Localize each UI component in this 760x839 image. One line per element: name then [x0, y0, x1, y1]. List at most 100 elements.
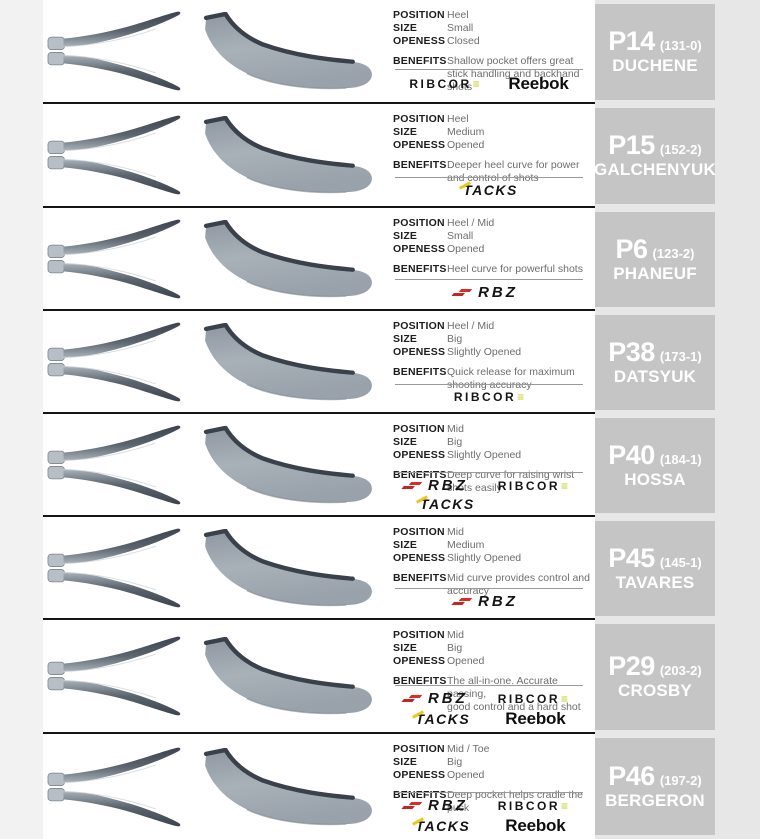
pattern-label-box: P45 (145-1) TAVARES [595, 521, 715, 616]
blade-top-view-image [47, 112, 183, 198]
pattern-code: (184-1) [659, 451, 702, 467]
blade-top-view-image [47, 319, 183, 405]
player-name: PHANEUF [613, 263, 697, 283]
rbz-logo-mark [458, 289, 473, 292]
spec-position: POSITION Mid [393, 423, 593, 436]
ribcor-logo: RIBCOR≡ [498, 692, 568, 706]
row-main: POSITION Mid SIZE Big OPENESS Opened BENEFI… [43, 620, 595, 734]
blade-face-view-image [198, 426, 376, 504]
pattern-code: (123-2) [652, 245, 695, 261]
blade-top-view-image [47, 744, 183, 830]
tacks-logo-text: TACKS [420, 496, 475, 512]
row-main: POSITION Heel / Mid SIZE Small OPENESS Open… [43, 208, 595, 311]
brand-logo-area: RBZ RIBCOR≡ TACKS Reebok [395, 685, 583, 729]
pattern-model: P29 [608, 651, 655, 681]
pattern-title: P46 (197-2) [608, 762, 701, 789]
player-name: DUCHENE [612, 56, 698, 75]
size-value: Big [447, 333, 463, 345]
pattern-model: P38 [608, 336, 655, 367]
spec-list: POSITION Heel SIZE Small OPENESS Closed BEN… [393, 9, 593, 94]
openess-label: OPENESS [393, 346, 446, 358]
spec-list: POSITION Mid SIZE Medium OPENESS Slightly O… [393, 526, 593, 598]
spec-openess: OPENESS Opened [393, 655, 593, 668]
spec-size: SIZE Medium [393, 539, 593, 552]
openess-value: Opened [447, 139, 485, 151]
benefits-value: Heel curve for powerful shots [447, 263, 583, 275]
benefits-label: BENEFITS [393, 55, 447, 67]
position-label: POSITION [393, 629, 445, 641]
openess-label: OPENESS [393, 35, 446, 47]
brand-logo-area: RBZ [395, 279, 583, 301]
ribcor-logo: RIBCOR≡ [498, 479, 568, 493]
brand-logo-area: RBZ RIBCOR≡ TACKS [395, 472, 583, 512]
pattern-label-box: P46 (197-2) BERGERON [595, 738, 715, 835]
rbz-logo: RBZ [458, 593, 518, 610]
size-label: SIZE [393, 642, 418, 654]
size-label: SIZE [393, 539, 418, 551]
position-value: Heel [447, 9, 469, 21]
size-value: Medium [447, 126, 485, 138]
benefits-value: Deeper heel curve for power and control … [447, 159, 580, 184]
pattern-label-box: P38 (173-1) DATSYUK [595, 315, 715, 410]
size-value: Big [447, 756, 463, 768]
player-name: CROSBY [618, 681, 692, 700]
spec-position: POSITION Mid [393, 629, 593, 642]
openess-label: OPENESS [393, 243, 446, 255]
pattern-code: (173-1) [659, 348, 702, 364]
blade-face-view-image [198, 637, 376, 715]
logo-line: RIBCOR≡ [395, 389, 583, 404]
pattern-title: P38 (173-1) [608, 336, 702, 367]
openess-label: OPENESS [393, 769, 446, 781]
pattern-label-box: P6 (123-2) PHANEUF [595, 212, 715, 307]
logo-line: TACKS Reebok [395, 709, 583, 729]
spec-benefits: BENEFITS Shallow pocket offers great stic… [393, 55, 593, 94]
pattern-title: P29 (203-2) [608, 651, 701, 681]
openess-label: OPENESS [393, 449, 446, 461]
position-label: POSITION [393, 743, 445, 755]
spec-benefits: BENEFITS The all-in-one. Accurate passing… [393, 675, 593, 714]
spec-size: SIZE Big [393, 756, 593, 769]
spec-size: SIZE Big [393, 642, 593, 655]
pattern-label-box: P14 (131-0) DUCHENE [595, 4, 715, 100]
size-label: SIZE [393, 756, 418, 768]
pattern-title: P40 (184-1) [608, 441, 702, 468]
position-label: POSITION [393, 113, 445, 125]
ribcor-logo-text: RIBCOR [497, 478, 561, 493]
ribcor-logo-text: RIBCOR [497, 691, 561, 706]
logo-line: TACKS Reebok [395, 816, 583, 836]
openess-label: OPENESS [393, 552, 446, 564]
pattern-row-p14: POSITION Heel SIZE Small OPENESS Closed BEN… [43, 0, 760, 104]
spec-openess: OPENESS Opened [393, 139, 593, 152]
rbz-logo-text: RBZ [478, 284, 518, 301]
tacks-logo: TACKS [411, 710, 471, 727]
pattern-model: P14 [608, 26, 655, 56]
openess-label: OPENESS [393, 139, 446, 151]
benefits-value: The all-in-one. Accurate passing, good c… [447, 675, 581, 713]
rbz-logo: RBZ [458, 284, 518, 301]
spec-benefits: BENEFITS Quick release for maximum shooti… [393, 366, 593, 392]
pattern-code: (145-1) [659, 554, 702, 570]
spec-list: POSITION Heel / Mid SIZE Big OPENESS Slight… [393, 320, 593, 392]
pattern-title: P6 (123-2) [616, 235, 695, 262]
rbz-logo-text: RBZ [427, 477, 468, 494]
spec-openess: OPENESS Slightly Opened [393, 552, 593, 565]
player-name: BERGERON [605, 790, 705, 810]
size-label: SIZE [393, 126, 418, 138]
pattern-label-box: P15 (152-2) GALCHENYUK [594, 108, 716, 204]
blade-top-view-image [47, 633, 183, 719]
spec-size: SIZE Big [393, 436, 593, 449]
benefits-label: BENEFITS [393, 675, 447, 687]
rbz-logo-text: RBZ [427, 690, 468, 707]
player-name: TAVARES [615, 572, 695, 592]
position-value: Mid [447, 526, 464, 538]
spec-list: POSITION Heel / Mid SIZE Small OPENESS Open… [393, 217, 593, 276]
row-main: POSITION Mid SIZE Big OPENESS Slightly Open… [43, 414, 595, 517]
size-value: Small [447, 22, 474, 34]
pattern-row-p40: POSITION Mid SIZE Big OPENESS Slightly Open… [43, 414, 760, 517]
position-label: POSITION [393, 423, 445, 435]
benefits-label: BENEFITS [393, 572, 447, 584]
ribcor-logo-mark: ≡ [517, 389, 525, 404]
position-value: Heel / Mid [447, 320, 495, 332]
pattern-model: P15 [608, 130, 655, 160]
ribcor-logo: RIBCOR≡ [454, 390, 524, 404]
